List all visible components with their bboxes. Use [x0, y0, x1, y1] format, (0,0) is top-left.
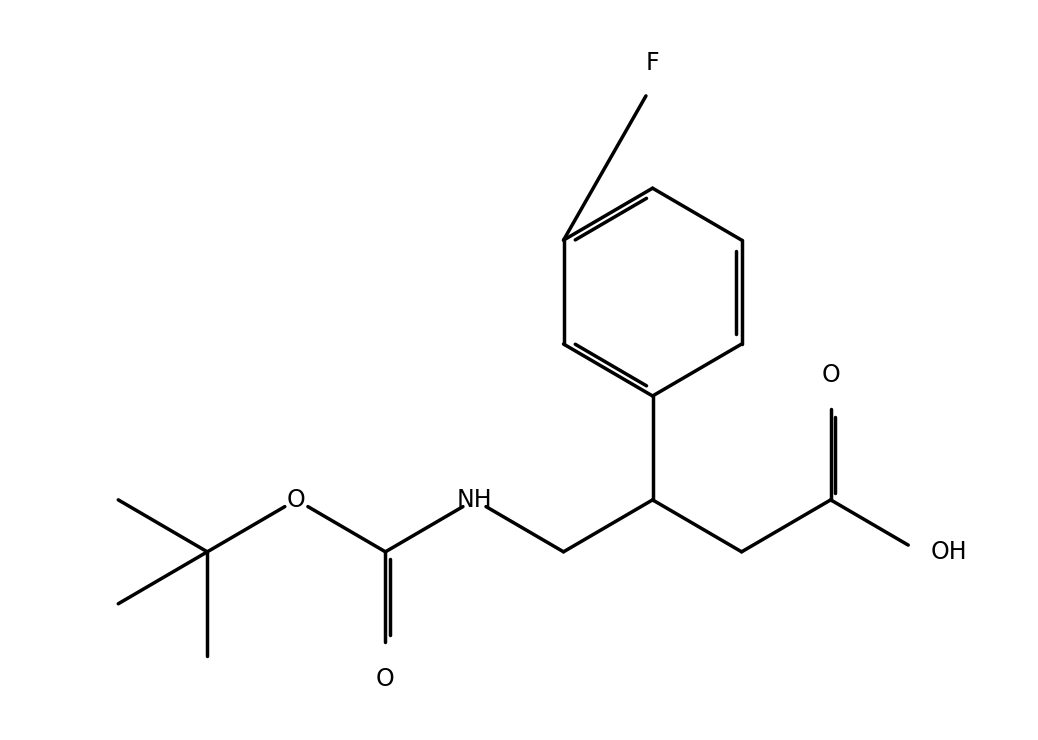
Text: F: F	[646, 51, 659, 75]
Text: O: O	[376, 667, 394, 691]
Text: O: O	[821, 363, 840, 387]
Text: OH: OH	[931, 539, 967, 564]
Text: NH: NH	[457, 488, 492, 512]
Text: O: O	[286, 488, 306, 512]
